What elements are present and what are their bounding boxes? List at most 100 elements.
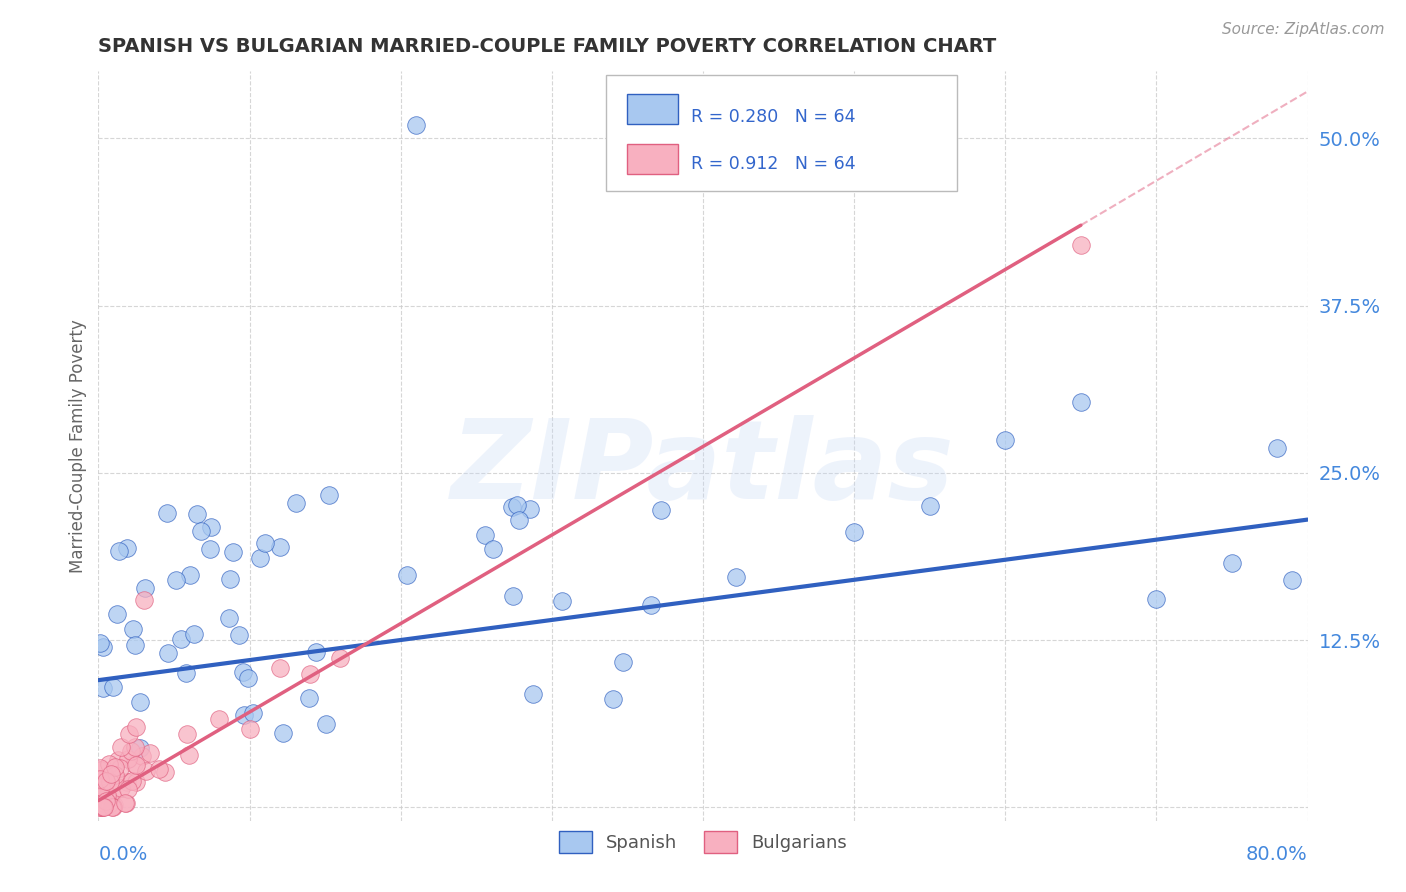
Point	[110, 781, 132, 796]
Point	[918, 499, 941, 513]
Point	[1220, 556, 1243, 570]
Point	[315, 716, 337, 731]
Point	[298, 691, 321, 706]
Point	[108, 761, 131, 775]
Point	[89, 778, 111, 792]
Point	[218, 610, 240, 624]
Point	[89, 800, 111, 814]
Point	[179, 568, 201, 582]
Point	[89, 772, 111, 786]
Point	[1070, 394, 1092, 409]
Point	[1070, 238, 1092, 252]
Point	[222, 545, 245, 559]
Point	[254, 536, 277, 550]
Point	[482, 541, 505, 556]
Point	[103, 798, 125, 813]
Point	[602, 692, 624, 706]
Point	[650, 502, 672, 516]
Point	[501, 500, 523, 515]
Point	[91, 681, 114, 695]
Point	[94, 794, 117, 808]
Point	[110, 740, 132, 755]
Point	[183, 627, 205, 641]
Point	[219, 572, 242, 586]
Point	[104, 760, 127, 774]
Text: SPANISH VS BULGARIAN MARRIED-COUPLE FAMILY POVERTY CORRELATION CHART: SPANISH VS BULGARIAN MARRIED-COUPLE FAMI…	[98, 37, 997, 56]
Point	[129, 741, 152, 756]
Point	[93, 800, 115, 814]
Point	[98, 775, 121, 789]
FancyBboxPatch shape	[627, 94, 678, 125]
Point	[100, 767, 122, 781]
Point	[249, 550, 271, 565]
Point	[90, 783, 112, 797]
Point	[94, 773, 117, 788]
Point	[134, 581, 156, 595]
Point	[91, 796, 114, 810]
Point	[522, 687, 544, 701]
Point	[242, 706, 264, 720]
Point	[96, 789, 118, 803]
Point	[125, 774, 148, 789]
Point	[117, 541, 139, 555]
Point	[97, 757, 120, 772]
Point	[1267, 441, 1289, 455]
Point	[108, 543, 131, 558]
Point	[228, 628, 250, 642]
Point	[90, 792, 112, 806]
Text: R = 0.912   N = 64: R = 0.912 N = 64	[690, 154, 855, 172]
Point	[186, 507, 208, 521]
Point	[117, 774, 139, 789]
Point	[107, 753, 129, 767]
Point	[502, 589, 524, 603]
Point	[93, 782, 115, 797]
Point	[156, 506, 179, 520]
Point	[90, 780, 112, 794]
Point	[98, 797, 121, 812]
Point	[89, 764, 111, 778]
Point	[1144, 591, 1167, 606]
Point	[125, 758, 148, 772]
Point	[994, 433, 1017, 447]
Point	[129, 695, 152, 709]
Point	[612, 656, 634, 670]
Point	[176, 727, 198, 741]
Point	[101, 786, 124, 800]
Point	[148, 763, 170, 777]
Point	[118, 726, 141, 740]
Point	[640, 599, 662, 613]
Point	[91, 800, 114, 814]
Point	[135, 764, 157, 778]
Point	[89, 636, 111, 650]
Text: ZIPatlas: ZIPatlas	[451, 415, 955, 522]
Point	[329, 650, 352, 665]
Text: 0.0%: 0.0%	[98, 845, 148, 863]
Point	[90, 763, 112, 777]
Point	[474, 528, 496, 542]
Point	[124, 739, 146, 754]
Point	[101, 680, 124, 694]
Point	[89, 786, 111, 800]
Point	[725, 569, 748, 583]
Point	[269, 540, 291, 554]
Point	[190, 524, 212, 539]
Point	[125, 720, 148, 734]
Point	[844, 525, 866, 540]
Point	[114, 796, 136, 810]
Point	[174, 666, 197, 681]
Legend: Spanish, Bulgarians: Spanish, Bulgarians	[551, 824, 855, 860]
Point	[90, 780, 112, 794]
Point	[105, 607, 128, 621]
Point	[132, 593, 155, 607]
Y-axis label: Married-Couple Family Poverty: Married-Couple Family Poverty	[69, 319, 87, 573]
Point	[519, 502, 541, 516]
Point	[551, 593, 574, 607]
Point	[101, 800, 124, 814]
Point	[269, 661, 291, 675]
Point	[115, 796, 138, 810]
Point	[117, 781, 139, 796]
Point	[122, 757, 145, 772]
Point	[198, 542, 221, 557]
Text: 80.0%: 80.0%	[1246, 845, 1308, 863]
Point	[122, 623, 145, 637]
